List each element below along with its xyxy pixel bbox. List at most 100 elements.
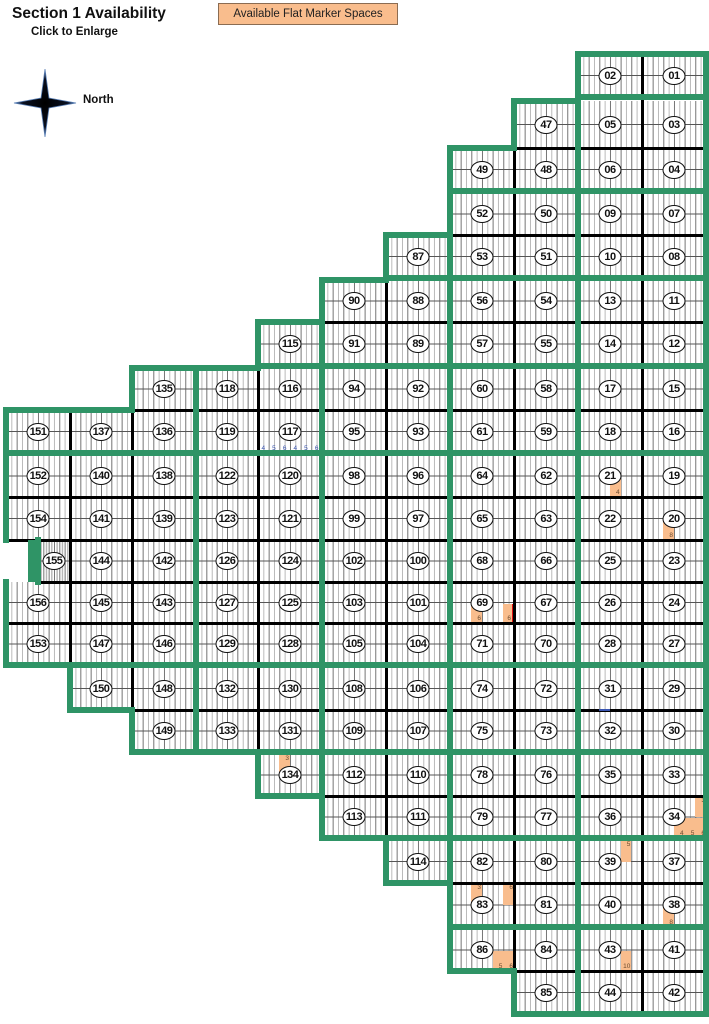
lot-26[interactable]: 26 bbox=[578, 582, 642, 623]
lot-25[interactable]: 25 bbox=[578, 540, 642, 582]
lot-135[interactable]: 135 bbox=[132, 368, 196, 410]
available-space[interactable]: 5 bbox=[492, 951, 504, 971]
lot-49[interactable]: 49 bbox=[450, 148, 514, 191]
lot-22[interactable]: 22 bbox=[578, 497, 642, 540]
lot-05[interactable]: 05 bbox=[578, 101, 642, 148]
lot-32[interactable]: 32 bbox=[578, 710, 642, 752]
lot-85[interactable]: 85 bbox=[514, 971, 578, 1014]
lot-119[interactable]: 119 bbox=[196, 410, 258, 453]
available-space[interactable]: 3 bbox=[471, 884, 482, 905]
lot-86[interactable]: 86 5 6 bbox=[450, 929, 514, 971]
lot-31[interactable]: 31 bbox=[578, 667, 642, 711]
lot-114[interactable]: 114 bbox=[386, 840, 450, 883]
lot-64[interactable]: 64 bbox=[450, 455, 514, 497]
lot-116[interactable]: 116 bbox=[258, 368, 322, 410]
lot-39[interactable]: 39 5 bbox=[578, 840, 642, 883]
lot-122[interactable]: 122 bbox=[196, 455, 258, 497]
lot-15[interactable]: 15 bbox=[642, 368, 706, 410]
lot-142[interactable]: 142 bbox=[132, 540, 196, 582]
lot-30[interactable]: 30 bbox=[642, 710, 706, 752]
lot-83[interactable]: 83 3 6 bbox=[450, 883, 514, 927]
available-space[interactable]: 8 bbox=[663, 519, 674, 540]
lot-130[interactable]: 130 bbox=[258, 667, 322, 710]
lot-07[interactable]: 07 bbox=[642, 193, 706, 235]
lot-125[interactable]: 125 bbox=[258, 582, 322, 623]
lot-112[interactable]: 112 bbox=[322, 754, 386, 796]
lot-08[interactable]: 08 bbox=[642, 235, 706, 278]
lot-67[interactable]: 67 bbox=[514, 582, 578, 623]
available-space[interactable]: 4 bbox=[610, 477, 621, 497]
lot-90[interactable]: 90 bbox=[322, 280, 386, 322]
lot-42[interactable]: 42 bbox=[642, 971, 706, 1014]
lot-148[interactable]: 148 bbox=[132, 667, 196, 710]
available-space[interactable]: 6 bbox=[471, 603, 482, 623]
lot-27[interactable]: 27 bbox=[642, 623, 706, 665]
lot-28[interactable]: 28 bbox=[578, 623, 642, 665]
lot-09[interactable]: 09 bbox=[578, 193, 642, 235]
lot-150[interactable]: 150 bbox=[70, 667, 132, 710]
lot-77[interactable]: 77 bbox=[514, 796, 578, 838]
available-space[interactable]: 10 bbox=[620, 951, 632, 971]
lot-154[interactable]: 154 bbox=[6, 497, 70, 540]
lot-23[interactable]: 23 bbox=[642, 540, 706, 582]
lot-126[interactable]: 126 bbox=[196, 540, 258, 582]
lot-73[interactable]: 73 bbox=[514, 710, 578, 752]
available-space[interactable]: 6 bbox=[503, 884, 514, 905]
lot-117[interactable]: 117 4 5 6 4 5 6 bbox=[258, 410, 322, 453]
lot-91[interactable]: 91 bbox=[322, 322, 386, 366]
lot-156[interactable]: 156 bbox=[6, 582, 70, 623]
lot-72[interactable]: 72 bbox=[514, 667, 578, 710]
lot-34[interactable]: 343456 bbox=[642, 796, 706, 838]
lot-84[interactable]: 84 bbox=[514, 929, 578, 971]
lot-21[interactable]: 21 4 bbox=[578, 455, 642, 497]
lot-111[interactable]: 111 bbox=[386, 796, 450, 838]
lot-59[interactable]: 59 bbox=[514, 410, 578, 453]
lot-74[interactable]: 74 bbox=[450, 667, 514, 710]
available-space[interactable]: 4 bbox=[674, 818, 685, 838]
lot-118[interactable]: 118 bbox=[196, 368, 258, 410]
lot-44[interactable]: 44 bbox=[578, 971, 642, 1014]
lot-110[interactable]: 110 bbox=[386, 754, 450, 796]
lot-16[interactable]: 16 bbox=[642, 410, 706, 453]
lot-33[interactable]: 33 bbox=[642, 754, 706, 796]
lot-37[interactable]: 37 bbox=[642, 840, 706, 883]
available-space[interactable]: 8 bbox=[663, 906, 674, 927]
lot-96[interactable]: 96 bbox=[386, 455, 450, 497]
lot-40[interactable]: 40 bbox=[578, 883, 642, 927]
available-space[interactable]: 3 bbox=[279, 755, 290, 775]
lot-152[interactable]: 152 bbox=[6, 455, 70, 497]
lot-147[interactable]: 147 bbox=[70, 623, 132, 665]
lot-87[interactable]: 87 bbox=[386, 235, 450, 278]
lot-105[interactable]: 105 bbox=[322, 623, 386, 665]
lot-133[interactable]: 133 bbox=[196, 710, 258, 752]
lot-80[interactable]: 80 bbox=[514, 840, 578, 883]
lot-65[interactable]: 65 bbox=[450, 497, 514, 540]
lot-70[interactable]: 70 bbox=[514, 623, 578, 665]
lot-104[interactable]: 104 bbox=[386, 623, 450, 665]
lot-36[interactable]: 36 bbox=[578, 796, 642, 838]
lot-71[interactable]: 71 bbox=[450, 623, 514, 665]
lot-68[interactable]: 68 bbox=[450, 540, 514, 582]
lot-62[interactable]: 62 bbox=[514, 455, 578, 497]
lot-92[interactable]: 92 bbox=[386, 368, 450, 410]
lot-97[interactable]: 97 bbox=[386, 497, 450, 540]
lot-155[interactable]: 155 bbox=[38, 540, 70, 582]
lot-109[interactable]: 109 bbox=[322, 710, 386, 752]
available-space[interactable]: 5 bbox=[620, 841, 632, 862]
lot-121[interactable]: 121 bbox=[258, 497, 322, 540]
lot-54[interactable]: 54 bbox=[514, 280, 578, 322]
lot-48[interactable]: 48 bbox=[514, 148, 578, 191]
lot-129[interactable]: 129 bbox=[196, 623, 258, 665]
lot-19[interactable]: 19 bbox=[642, 455, 706, 497]
lot-153[interactable]: 153 bbox=[6, 623, 70, 665]
lot-10[interactable]: 10 bbox=[578, 235, 642, 278]
lot-24[interactable]: 24 bbox=[642, 582, 706, 623]
lot-99[interactable]: 99 bbox=[322, 497, 386, 540]
lot-98[interactable]: 98 bbox=[322, 455, 386, 497]
lot-52[interactable]: 52 bbox=[450, 193, 514, 235]
lot-76[interactable]: 76 bbox=[514, 754, 578, 796]
lot-131[interactable]: 131 bbox=[258, 710, 322, 752]
lot-02[interactable]: 02 bbox=[578, 54, 642, 97]
lot-38[interactable]: 38 8 bbox=[642, 883, 706, 927]
lot-55[interactable]: 55 bbox=[514, 322, 578, 366]
